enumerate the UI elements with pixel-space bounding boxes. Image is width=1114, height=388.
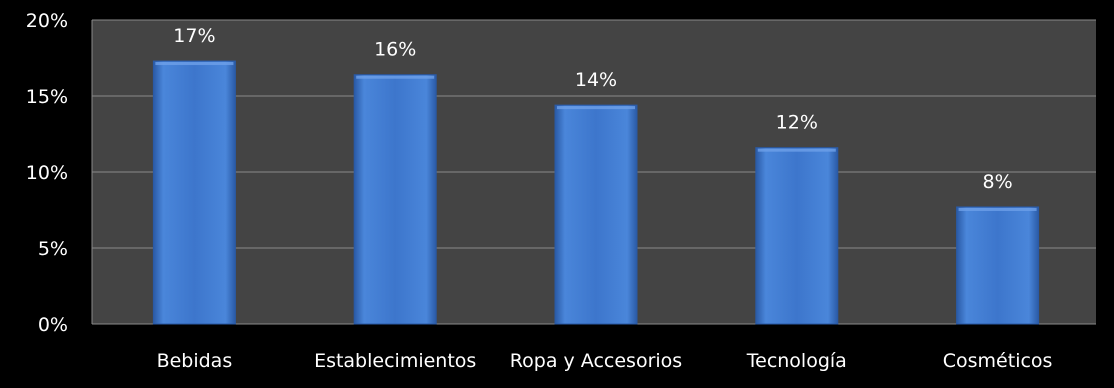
category-label: Establecimientos [314,350,476,372]
category-label: Bebidas [157,350,233,372]
bar [353,74,437,325]
y-tick-label: 10% [26,162,68,184]
bars [152,60,1040,325]
y-tick-label: 5% [38,238,68,260]
data-label: 12% [776,112,818,134]
data-label: 8% [983,171,1013,193]
bar-highlight [557,106,635,110]
category-label: Cosméticos [943,350,1053,372]
bar [956,206,1040,325]
bar-highlight [356,75,435,79]
bar [554,104,638,325]
category-label: Tecnología [746,350,847,372]
y-tick-label: 20% [26,10,68,32]
y-tick-label: 0% [38,314,68,336]
bar-highlight [958,207,1037,211]
data-label: 16% [374,39,416,61]
bar-highlight [155,62,234,66]
y-tick-label: 15% [26,86,68,108]
data-label: 14% [575,69,617,91]
data-labels: 17% 16% 14% 12% 8% [173,25,1012,193]
bar-highlight [757,148,836,152]
bar [755,147,839,325]
data-label: 17% [173,25,215,47]
bar [152,60,236,325]
category-label: Ropa y Accesorios [510,350,682,372]
y-axis-ticks: 0% 5% 10% 15% 20% [26,10,68,336]
x-axis-categories: Bebidas Establecimientos Ropa y Accesorios… [157,350,1053,372]
